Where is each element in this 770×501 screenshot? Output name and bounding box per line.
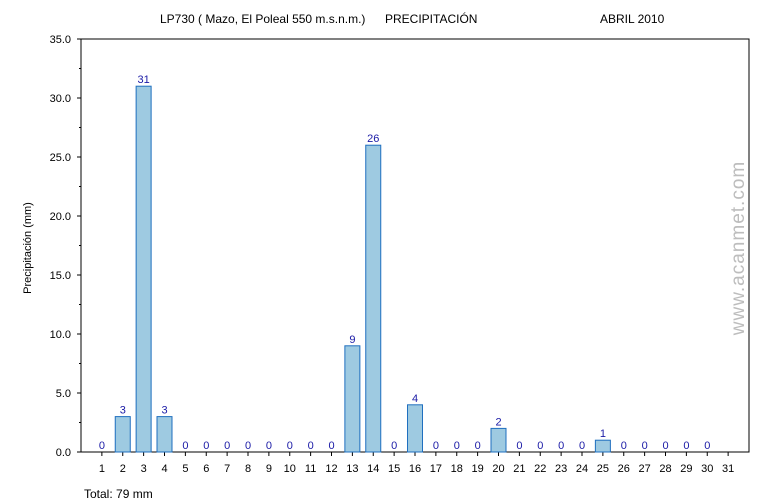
total-label: Total: 79 mm bbox=[84, 487, 153, 501]
x-tick-label: 9 bbox=[266, 463, 272, 475]
value-label-day-30: 0 bbox=[704, 440, 710, 452]
x-tick-label: 3 bbox=[141, 463, 147, 475]
x-tick-label: 4 bbox=[161, 463, 167, 475]
value-label-day-17: 0 bbox=[433, 440, 439, 452]
bar-day-25 bbox=[594, 439, 611, 453]
y-tick-label: 15.0 bbox=[50, 270, 71, 282]
y-axis-ticks: 0.0 5.0 10.0 15.0 20.0 25.0 30.0 35.0 bbox=[50, 34, 81, 459]
x-tick-label: 16 bbox=[409, 463, 421, 475]
x-tick-label: 8 bbox=[245, 463, 251, 475]
y-tick-label: 0.0 bbox=[56, 447, 71, 459]
x-tick-label: 7 bbox=[224, 463, 230, 475]
value-label-day-28: 0 bbox=[662, 440, 668, 452]
x-tick-label: 25 bbox=[597, 463, 609, 475]
x-tick-label: 1 bbox=[99, 463, 105, 475]
x-tick-label: 17 bbox=[430, 463, 442, 475]
value-label-day-19: 0 bbox=[475, 440, 481, 452]
x-tick-label: 23 bbox=[555, 463, 567, 475]
x-tick-label: 18 bbox=[451, 463, 463, 475]
value-label-day-5: 0 bbox=[182, 440, 188, 452]
bar-day-2 bbox=[114, 416, 131, 453]
value-label-day-25: 1 bbox=[600, 428, 606, 440]
x-tick-label: 31 bbox=[722, 463, 734, 475]
value-label-day-3: 31 bbox=[138, 74, 150, 86]
watermark: www.acanmet.com bbox=[728, 160, 749, 336]
axes bbox=[80, 38, 750, 453]
x-tick-label: 26 bbox=[618, 463, 630, 475]
value-label-day-29: 0 bbox=[683, 440, 689, 452]
y-tick-label: 5.0 bbox=[56, 388, 71, 400]
value-label-day-20: 2 bbox=[495, 416, 501, 428]
value-label-day-2: 3 bbox=[120, 405, 126, 417]
bar-day-13 bbox=[344, 345, 361, 453]
x-axis-ticks: 1 2 3 4 5 6 7 8 9 10 11 12 13 14 15 16 17 18 19 20 21 22 23 24 2… bbox=[99, 452, 734, 475]
value-label-day-16: 4 bbox=[412, 393, 418, 405]
value-label-day-8: 0 bbox=[245, 440, 251, 452]
plot-frame bbox=[80, 38, 750, 453]
value-label-day-27: 0 bbox=[642, 440, 648, 452]
value-label-day-23: 0 bbox=[558, 440, 564, 452]
bar-day-4 bbox=[156, 416, 173, 453]
value-label-day-11: 0 bbox=[308, 440, 314, 452]
value-label-day-21: 0 bbox=[516, 440, 522, 452]
value-label-day-24: 0 bbox=[579, 440, 585, 452]
bar-day-16 bbox=[407, 404, 423, 453]
value-label-day-26: 0 bbox=[621, 440, 627, 452]
x-tick-label: 28 bbox=[659, 463, 671, 475]
chart-title: PRECIPITACIÓN bbox=[385, 12, 478, 26]
x-tick-label: 6 bbox=[203, 463, 209, 475]
value-label-day-13: 9 bbox=[349, 334, 355, 346]
x-tick-label: 14 bbox=[367, 463, 379, 475]
bar-day-20 bbox=[490, 427, 507, 453]
value-labels: 0 3 31 3 0 0 0 0 0 0 0 0 9 26 0 4 0 0 0 2 0 0 0 0 1 0 0 0 0 0 bbox=[99, 74, 711, 452]
x-tick-label: 15 bbox=[388, 463, 400, 475]
x-tick-label: 10 bbox=[284, 463, 296, 475]
value-label-day-1: 0 bbox=[99, 440, 105, 452]
value-label-day-9: 0 bbox=[266, 440, 272, 452]
y-tick-label: 30.0 bbox=[50, 93, 71, 105]
x-tick-label: 19 bbox=[472, 463, 484, 475]
x-tick-label: 13 bbox=[346, 463, 358, 475]
x-tick-label: 12 bbox=[325, 463, 337, 475]
value-label-day-22: 0 bbox=[537, 440, 543, 452]
y-axis-label: Precipitación (mm) bbox=[22, 202, 34, 294]
y-tick-label: 10.0 bbox=[50, 329, 71, 341]
y-tick-label: 35.0 bbox=[50, 34, 71, 46]
x-tick-label: 27 bbox=[639, 463, 651, 475]
period-label: ABRIL 2010 bbox=[600, 12, 665, 26]
x-tick-label: 29 bbox=[680, 463, 692, 475]
value-label-day-15: 0 bbox=[391, 440, 397, 452]
x-tick-label: 20 bbox=[492, 463, 504, 475]
y-tick-label: 20.0 bbox=[50, 211, 71, 223]
bar-day-3 bbox=[135, 85, 152, 453]
x-tick-label: 2 bbox=[120, 463, 126, 475]
x-tick-label: 5 bbox=[182, 463, 188, 475]
value-label-day-18: 0 bbox=[454, 440, 460, 452]
value-label-day-12: 0 bbox=[328, 440, 334, 452]
value-label-day-7: 0 bbox=[224, 440, 230, 452]
bar-day-14 bbox=[365, 144, 382, 453]
station-label: LP730 ( Mazo, El Poleal 550 m.s.n.m.) bbox=[160, 12, 366, 26]
value-label-day-10: 0 bbox=[287, 440, 293, 452]
y-tick-label: 25.0 bbox=[50, 152, 71, 164]
x-tick-label: 30 bbox=[701, 463, 713, 475]
x-tick-label: 24 bbox=[576, 463, 588, 475]
x-tick-label: 11 bbox=[305, 463, 316, 475]
value-label-day-4: 3 bbox=[161, 405, 167, 417]
x-tick-label: 22 bbox=[534, 463, 546, 475]
value-label-day-6: 0 bbox=[203, 440, 209, 452]
value-label-day-14: 26 bbox=[367, 133, 379, 145]
x-tick-label: 21 bbox=[513, 463, 525, 475]
bars bbox=[114, 85, 611, 453]
